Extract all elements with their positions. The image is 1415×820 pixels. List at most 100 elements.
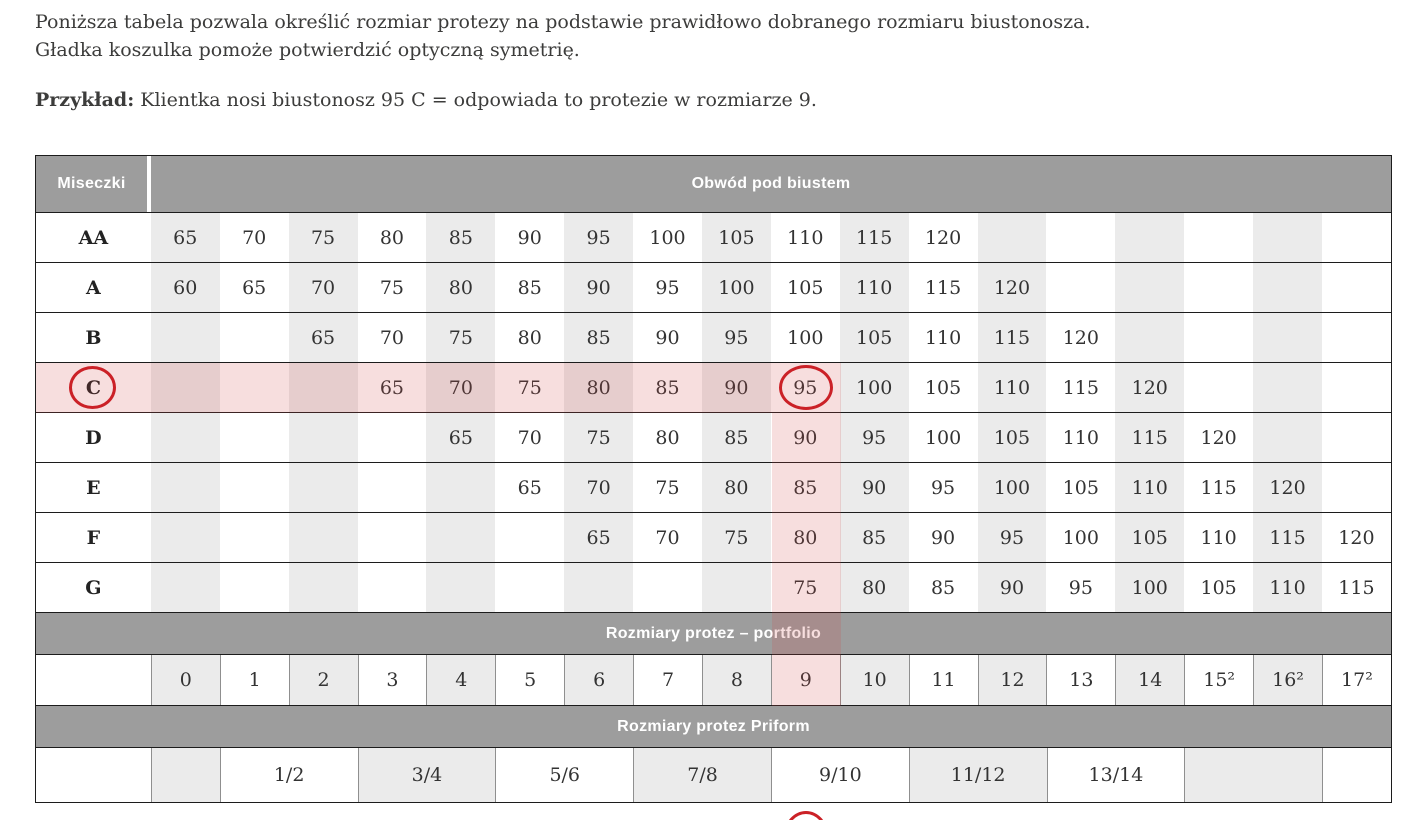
underbust-cell: 85: [839, 513, 909, 562]
underbust-cell: 75: [379, 276, 405, 299]
underbust-cell: 70: [242, 226, 267, 249]
priform-size-cell: [150, 748, 220, 802]
underbust-cell: 115: [924, 276, 962, 299]
underbust-cell: 105: [977, 413, 1047, 462]
cup-label: D: [85, 426, 102, 449]
underbust-cell: 110: [924, 326, 962, 349]
underbust-cell: 90: [564, 263, 634, 312]
underbust-cell: [220, 463, 289, 512]
underbust-cell: 75: [517, 376, 542, 399]
underbust-cell: 85: [655, 376, 680, 399]
priform-size-cell: 3/4: [357, 748, 496, 802]
underbust-cell: [1253, 263, 1322, 312]
underbust-cell: [358, 513, 427, 562]
portfolio-size-cell: 2: [288, 655, 358, 705]
underbust-cell: [1322, 263, 1391, 312]
underbust-cell: 60: [150, 263, 220, 312]
underbust-cell: 105: [701, 213, 771, 262]
underbust-cell: 75: [655, 476, 680, 499]
underbust-cell: 75: [701, 513, 771, 562]
underbust-cell: 95: [701, 313, 771, 362]
underbust-cell: [1253, 313, 1322, 362]
underbust-cell: 100: [924, 426, 962, 449]
underbust-cell: [977, 213, 1047, 262]
portfolio-size-cell: 13: [1046, 655, 1115, 705]
underbust-cell: 85: [564, 313, 634, 362]
underbust-cell: 80: [701, 463, 771, 512]
underbust-cell: 110: [1200, 526, 1237, 549]
underbust-cell: 85: [701, 413, 771, 462]
underbust-cell: 65: [426, 413, 496, 462]
underbust-cell: 90: [977, 563, 1047, 612]
underbust-cell: 100: [1062, 526, 1099, 549]
portfolio-size-cell: 8: [701, 655, 771, 705]
underbust-cell: [1046, 213, 1115, 262]
underbust-cell: 70: [564, 463, 634, 512]
underbust-cell: 95: [1068, 576, 1093, 599]
portfolio-row: 0 1 2 3 4 5 6 7 8 9 10 11 12 13 14 15² 16² 17²: [36, 655, 1391, 706]
underbust-cell: [150, 313, 220, 362]
priform-size-cell: [1322, 748, 1391, 802]
priform-size-cell: 9/10: [770, 748, 909, 802]
underbust-cell: 110: [839, 263, 909, 312]
table-row: B 65 70 75 80 85 90 95 100 105 110 115 120: [36, 313, 1391, 363]
underbust-cell: 95: [930, 476, 956, 499]
underbust-cell: 70: [517, 426, 542, 449]
underbust-cell: 115: [1062, 376, 1099, 399]
cup-label: G: [85, 576, 102, 599]
underbust-cell: 75: [793, 576, 818, 599]
underbust-cell: 65: [288, 313, 358, 362]
underbust-cell: [358, 413, 427, 462]
underbust-cell: [220, 413, 289, 462]
underbust-cell: [1184, 263, 1253, 312]
sizing-table: Miseczki Obwód pod biustem AA 65 70 75 80 85 9…: [35, 155, 1392, 820]
intro-text: Poniższa tabela pozwala określić rozmiar…: [35, 8, 1090, 114]
underbust-cell: 95: [839, 413, 909, 462]
intro-line-2: Gładka koszulka pomoże potwierdzić optyc…: [35, 39, 580, 61]
underbust-cell: [1322, 413, 1391, 462]
portfolio-size-cell: 4: [426, 655, 496, 705]
underbust-cell: [1253, 363, 1322, 412]
underbust-cell: [1322, 213, 1391, 262]
underbust-cell: 120: [1200, 426, 1237, 449]
underbust-cell: [1184, 213, 1253, 262]
underbust-cell: [1322, 313, 1391, 362]
cup-label: F: [86, 526, 101, 549]
priform-empty-cup-cell: [36, 748, 151, 802]
underbust-cell: 120: [924, 226, 962, 249]
priform-size-cell: 5/6: [495, 748, 633, 802]
portfolio-size-cell: 15²: [1184, 655, 1253, 705]
portfolio-size-cell: 3: [357, 655, 427, 705]
underbust-cell: [1184, 363, 1253, 412]
underbust-cell: 110: [977, 363, 1047, 412]
example-line: Przykład: Klientka nosi biustonosz 95 C …: [35, 86, 1090, 114]
underbust-cell: 115: [1115, 413, 1185, 462]
underbust-header-cell: Obwód pod biustem: [151, 156, 1391, 212]
underbust-cell: 100: [839, 363, 909, 412]
underbust-cell: [288, 363, 358, 412]
underbust-cell: [426, 463, 496, 512]
underbust-cell: 90: [701, 363, 771, 412]
cup-label: A: [86, 276, 101, 299]
portfolio-header-label: Rozmiary protez – portfolio: [605, 624, 822, 642]
underbust-cell: 110: [1253, 563, 1322, 612]
underbust-cell: 80: [793, 526, 818, 549]
underbust-cell: [426, 563, 496, 612]
underbust-cell: [288, 563, 358, 612]
portfolio-size-cell: 0: [150, 655, 220, 705]
portfolio-size-cell: 9: [770, 655, 840, 705]
underbust-cell: 90: [655, 326, 680, 349]
underbust-cell: [288, 463, 358, 512]
underbust-cell: 80: [655, 426, 680, 449]
portfolio-size-cell: 5: [495, 655, 564, 705]
portfolio-size-cell: 14: [1115, 655, 1185, 705]
underbust-cell: [1046, 263, 1115, 312]
table-row: F 65 70 75 80 85 90 95 100 105 110 115 120: [36, 513, 1391, 563]
underbust-cell: 115: [1200, 476, 1237, 499]
underbust-cell: 120: [977, 263, 1047, 312]
underbust-cell: 100: [787, 326, 824, 349]
underbust-cell: 115: [977, 313, 1047, 362]
priform-header-label: Rozmiary protez Priform: [617, 717, 810, 735]
underbust-cell: 65: [150, 213, 220, 262]
